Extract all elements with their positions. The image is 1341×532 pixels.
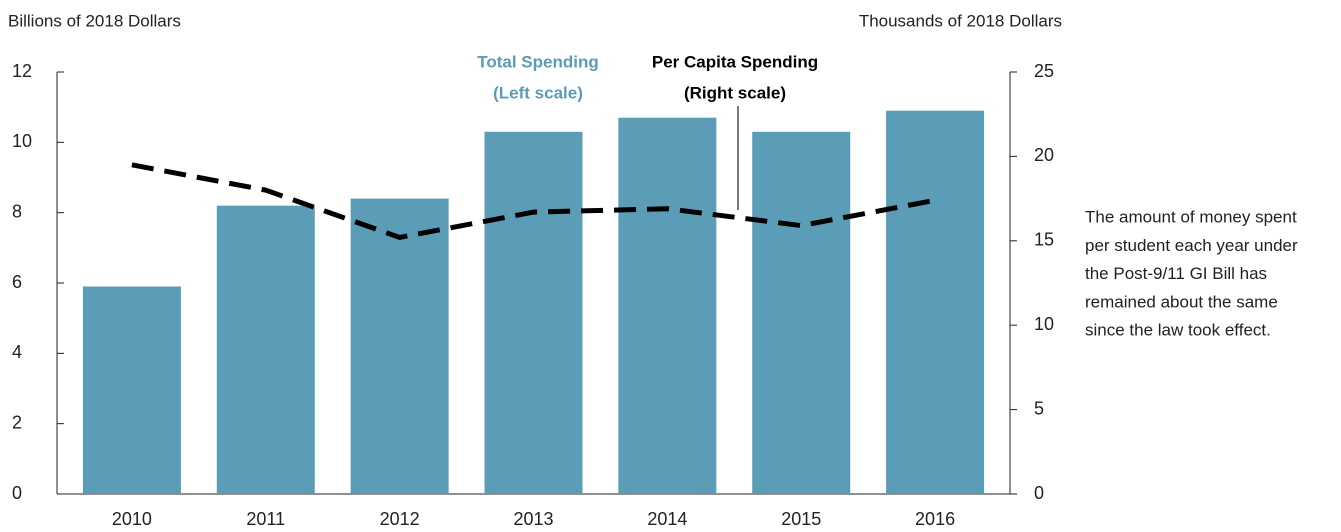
bar xyxy=(82,286,181,494)
x-tick-label: 2011 xyxy=(246,509,285,529)
side-note: the Post-9/11 GI Bill has xyxy=(1085,264,1267,283)
x-tick-label: 2015 xyxy=(781,509,821,529)
y-tick-label: 8 xyxy=(12,201,22,221)
line xyxy=(131,162,936,241)
bar xyxy=(886,110,985,494)
y2-tick-label: 5 xyxy=(1034,398,1044,418)
x-tick-label: 2010 xyxy=(112,509,152,529)
y2-tick-label: 10 xyxy=(1034,314,1054,334)
y-tick-label: 10 xyxy=(12,131,32,151)
x-tick-label: 2016 xyxy=(915,509,955,529)
y-axis-label: Billions of 2018 Dollars xyxy=(8,11,181,30)
annotation: Total Spending xyxy=(477,52,599,71)
x-tick-label: 2012 xyxy=(380,509,420,529)
bar xyxy=(752,131,851,495)
annotation: (Left scale) xyxy=(493,83,583,102)
side-note: per student each year under xyxy=(1085,236,1298,255)
y-tick-label: 0 xyxy=(12,483,22,503)
y-tick-label: 2 xyxy=(12,412,22,432)
annotation: (Right scale) xyxy=(684,83,786,102)
y2-axis-label: Thousands of 2018 Dollars xyxy=(859,11,1062,30)
side-note: remained about the same xyxy=(1085,292,1278,311)
side-note: since the law took effect. xyxy=(1085,321,1271,340)
bar xyxy=(618,117,717,494)
y2-tick-label: 0 xyxy=(1034,483,1044,503)
y-tick-label: 4 xyxy=(12,342,22,362)
y2-tick-label: 15 xyxy=(1034,230,1054,250)
bar xyxy=(216,205,315,494)
side-note: The amount of money spent xyxy=(1085,207,1297,226)
y-tick-label: 6 xyxy=(12,272,22,292)
x-tick-label: 2014 xyxy=(647,509,687,529)
bar xyxy=(350,198,449,494)
y2-tick-label: 25 xyxy=(1034,61,1054,81)
x-tick-label: 2013 xyxy=(513,509,553,529)
y-tick-label: 12 xyxy=(12,61,32,81)
bar xyxy=(484,131,583,495)
y2-tick-label: 20 xyxy=(1034,145,1054,165)
annotation: Per Capita Spending xyxy=(652,52,818,71)
